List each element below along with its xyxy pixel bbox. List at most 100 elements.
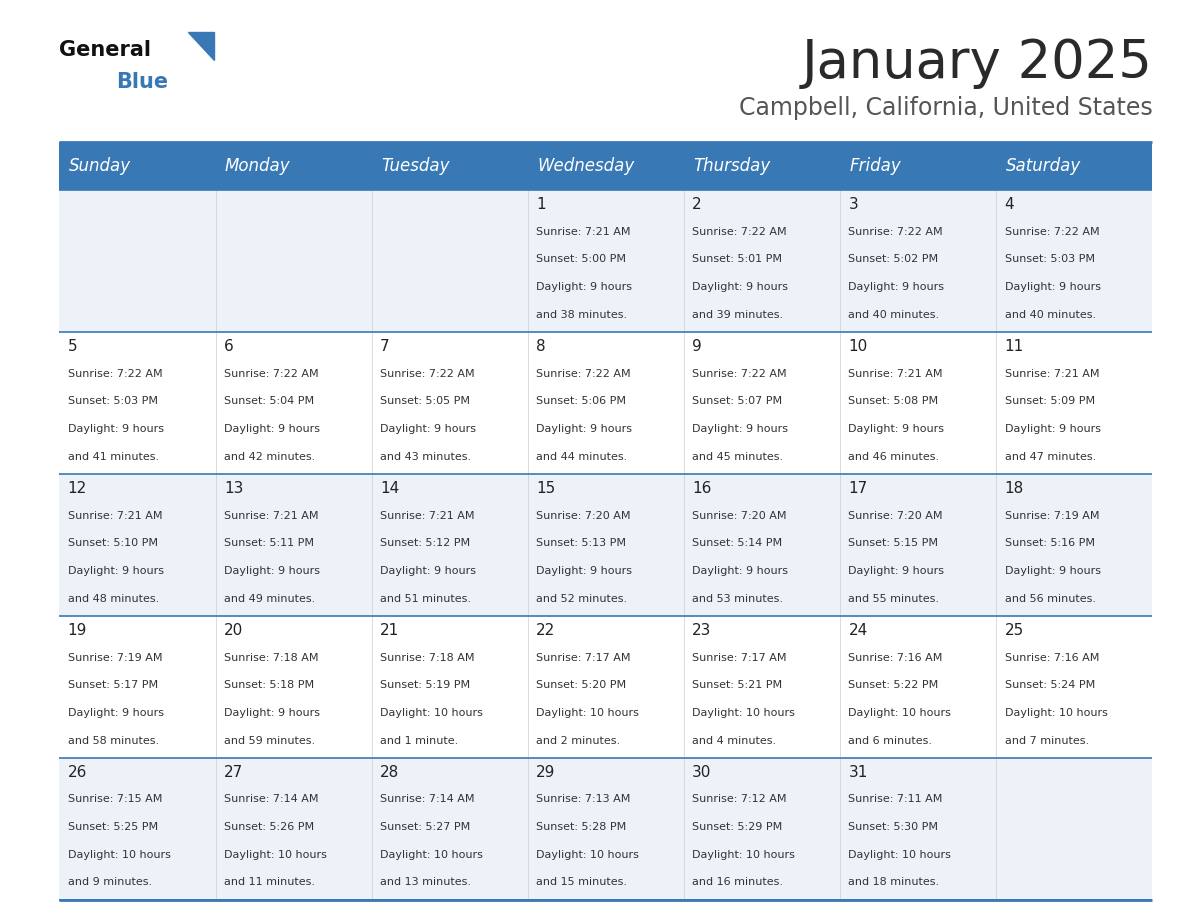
Text: Sunrise: 7:20 AM: Sunrise: 7:20 AM — [693, 510, 786, 521]
Text: Sunset: 5:24 PM: Sunset: 5:24 PM — [1005, 680, 1095, 690]
Text: and 58 minutes.: and 58 minutes. — [68, 735, 159, 745]
Text: Sunrise: 7:18 AM: Sunrise: 7:18 AM — [223, 653, 318, 663]
Text: Sunrise: 7:22 AM: Sunrise: 7:22 AM — [848, 227, 943, 237]
Bar — [215, 190, 372, 332]
Text: Sunset: 5:03 PM: Sunset: 5:03 PM — [1005, 254, 1094, 264]
Text: and 41 minutes.: and 41 minutes. — [68, 452, 159, 462]
Text: and 40 minutes.: and 40 minutes. — [848, 309, 940, 319]
Text: 17: 17 — [848, 481, 867, 497]
Bar — [997, 616, 1152, 757]
Bar — [372, 757, 527, 900]
Text: and 9 minutes.: and 9 minutes. — [68, 878, 152, 888]
Text: 16: 16 — [693, 481, 712, 497]
Text: Sunset: 5:22 PM: Sunset: 5:22 PM — [848, 680, 939, 690]
Text: and 47 minutes.: and 47 minutes. — [1005, 452, 1095, 462]
Bar — [840, 190, 997, 332]
Text: Sunset: 5:01 PM: Sunset: 5:01 PM — [693, 254, 782, 264]
Text: Sunset: 5:08 PM: Sunset: 5:08 PM — [848, 397, 939, 407]
Text: Daylight: 9 hours: Daylight: 9 hours — [1005, 565, 1100, 576]
Text: 13: 13 — [223, 481, 244, 497]
Text: and 16 minutes.: and 16 minutes. — [693, 878, 783, 888]
Text: Daylight: 9 hours: Daylight: 9 hours — [68, 424, 164, 434]
Text: 10: 10 — [848, 340, 867, 354]
Text: Tuesday: Tuesday — [381, 157, 450, 175]
Bar — [684, 474, 840, 616]
Text: and 7 minutes.: and 7 minutes. — [1005, 735, 1088, 745]
Text: Sunrise: 7:21 AM: Sunrise: 7:21 AM — [380, 510, 474, 521]
Text: 30: 30 — [693, 765, 712, 780]
Text: Sunrise: 7:21 AM: Sunrise: 7:21 AM — [848, 369, 943, 378]
Text: and 52 minutes.: and 52 minutes. — [536, 594, 627, 604]
Bar — [997, 190, 1152, 332]
Text: Sunset: 5:05 PM: Sunset: 5:05 PM — [380, 397, 470, 407]
Bar — [215, 332, 372, 474]
Text: and 48 minutes.: and 48 minutes. — [68, 594, 159, 604]
Text: Daylight: 10 hours: Daylight: 10 hours — [380, 850, 482, 860]
Bar — [215, 757, 372, 900]
Text: Sunset: 5:13 PM: Sunset: 5:13 PM — [536, 538, 626, 548]
Text: 1: 1 — [536, 197, 545, 212]
Text: and 53 minutes.: and 53 minutes. — [693, 594, 783, 604]
Text: Sunset: 5:00 PM: Sunset: 5:00 PM — [536, 254, 626, 264]
Text: Sunset: 5:07 PM: Sunset: 5:07 PM — [693, 397, 783, 407]
Text: Sunset: 5:21 PM: Sunset: 5:21 PM — [693, 680, 783, 690]
Text: Wednesday: Wednesday — [537, 157, 634, 175]
Text: and 15 minutes.: and 15 minutes. — [536, 878, 627, 888]
Text: Sunset: 5:06 PM: Sunset: 5:06 PM — [536, 397, 626, 407]
Bar — [215, 616, 372, 757]
Text: Sunrise: 7:16 AM: Sunrise: 7:16 AM — [1005, 653, 1099, 663]
Text: Sunrise: 7:13 AM: Sunrise: 7:13 AM — [536, 794, 631, 804]
Text: Sunrise: 7:11 AM: Sunrise: 7:11 AM — [848, 794, 943, 804]
Text: Daylight: 10 hours: Daylight: 10 hours — [1005, 708, 1107, 718]
Polygon shape — [188, 32, 214, 60]
Text: Daylight: 10 hours: Daylight: 10 hours — [693, 708, 795, 718]
Text: 4: 4 — [1005, 197, 1015, 212]
Text: Sunrise: 7:22 AM: Sunrise: 7:22 AM — [693, 369, 786, 378]
Text: Saturday: Saturday — [1006, 157, 1081, 175]
Text: and 56 minutes.: and 56 minutes. — [1005, 594, 1095, 604]
Text: Sunset: 5:14 PM: Sunset: 5:14 PM — [693, 538, 783, 548]
Bar — [527, 757, 684, 900]
Text: Sunset: 5:02 PM: Sunset: 5:02 PM — [848, 254, 939, 264]
Text: Sunset: 5:15 PM: Sunset: 5:15 PM — [848, 538, 939, 548]
Text: Daylight: 10 hours: Daylight: 10 hours — [536, 850, 639, 860]
Bar — [372, 190, 527, 332]
Text: Sunrise: 7:21 AM: Sunrise: 7:21 AM — [223, 510, 318, 521]
Text: Monday: Monday — [225, 157, 291, 175]
Text: Sunset: 5:27 PM: Sunset: 5:27 PM — [380, 823, 470, 832]
Text: 2: 2 — [693, 197, 702, 212]
Bar — [840, 616, 997, 757]
Bar — [59, 332, 215, 474]
Text: Daylight: 9 hours: Daylight: 9 hours — [68, 708, 164, 718]
Bar — [527, 332, 684, 474]
Text: Sunrise: 7:19 AM: Sunrise: 7:19 AM — [1005, 510, 1099, 521]
Text: and 45 minutes.: and 45 minutes. — [693, 452, 783, 462]
Text: Sunrise: 7:21 AM: Sunrise: 7:21 AM — [536, 227, 631, 237]
Text: 6: 6 — [223, 340, 234, 354]
Text: Daylight: 9 hours: Daylight: 9 hours — [68, 565, 164, 576]
Text: 3: 3 — [848, 197, 858, 212]
Text: Thursday: Thursday — [694, 157, 771, 175]
Bar — [840, 332, 997, 474]
Bar — [59, 616, 215, 757]
Text: Daylight: 9 hours: Daylight: 9 hours — [223, 565, 320, 576]
Text: and 4 minutes.: and 4 minutes. — [693, 735, 777, 745]
Text: and 6 minutes.: and 6 minutes. — [848, 735, 933, 745]
Text: Sunrise: 7:14 AM: Sunrise: 7:14 AM — [223, 794, 318, 804]
Text: Daylight: 9 hours: Daylight: 9 hours — [1005, 424, 1100, 434]
Text: Sunrise: 7:17 AM: Sunrise: 7:17 AM — [693, 653, 786, 663]
Text: Daylight: 9 hours: Daylight: 9 hours — [536, 282, 632, 292]
Text: and 39 minutes.: and 39 minutes. — [693, 309, 783, 319]
Text: Sunrise: 7:22 AM: Sunrise: 7:22 AM — [380, 369, 475, 378]
Text: 31: 31 — [848, 765, 867, 780]
Text: Sunrise: 7:15 AM: Sunrise: 7:15 AM — [68, 794, 162, 804]
Text: Sunrise: 7:22 AM: Sunrise: 7:22 AM — [223, 369, 318, 378]
Text: Sunset: 5:17 PM: Sunset: 5:17 PM — [68, 680, 158, 690]
Text: Daylight: 9 hours: Daylight: 9 hours — [848, 424, 944, 434]
Text: Sunrise: 7:22 AM: Sunrise: 7:22 AM — [693, 227, 786, 237]
Bar — [372, 616, 527, 757]
Text: 29: 29 — [536, 765, 556, 780]
Text: Sunrise: 7:20 AM: Sunrise: 7:20 AM — [536, 510, 631, 521]
Text: Sunset: 5:03 PM: Sunset: 5:03 PM — [68, 397, 158, 407]
Text: Sunset: 5:30 PM: Sunset: 5:30 PM — [848, 823, 939, 832]
